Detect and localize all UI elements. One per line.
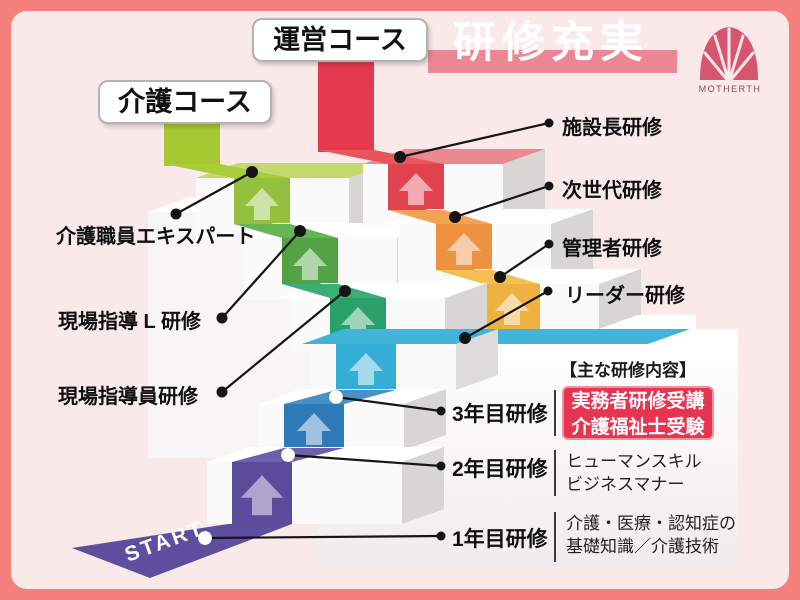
label-leader-training: リーダー研修	[565, 285, 685, 307]
page-title: 研修充実	[453, 19, 649, 67]
care-course-pillar	[164, 122, 220, 166]
management-course-badge: 運営コース	[252, 18, 428, 62]
start-ramp: START	[72, 517, 292, 578]
care-course-badge: 介護コース	[98, 80, 272, 124]
step-to-leader-landing	[311, 329, 498, 390]
label-year1: 1年目研修	[452, 528, 548, 551]
year2-content-line2: ビジネスマナー	[566, 475, 685, 494]
brand-name: MOTHERTH	[698, 84, 762, 94]
label-director-training: 施設長研修	[562, 117, 662, 139]
label-field-instructor-training: 現場指導員研修	[58, 386, 198, 408]
connector-dots	[170, 118, 554, 541]
management-course-pillar	[318, 60, 374, 152]
divider-year2	[554, 450, 556, 496]
year2-content-line1: ヒューマンスキル	[566, 452, 702, 471]
label-care-leader-training: 現場指導 L 研修	[58, 311, 201, 333]
label-year2: 2年目研修	[452, 458, 548, 481]
label-next-generation-training: 次世代研修	[562, 180, 662, 202]
year3-content-highlight: 実務者研修受講 介護福祉士受験	[562, 386, 714, 440]
divider-year3	[554, 390, 556, 436]
step-year3	[259, 389, 446, 450]
divider-year1	[554, 512, 556, 562]
title-band	[428, 50, 677, 73]
connector-lines	[175, 121, 550, 540]
white-connector-dots	[197, 389, 344, 546]
year1-content-line2: 基礎知識／介護技術	[566, 537, 719, 556]
label-care-expert: 介護職員エキスパート	[56, 226, 256, 248]
label-year3: 3年目研修	[452, 403, 548, 426]
year3-content-line2: 介護福祉士受験	[571, 417, 705, 438]
label-manager-training: 管理者研修	[562, 238, 662, 260]
content-column-header: 【主な研修内容】	[560, 361, 696, 380]
step-year2	[207, 447, 444, 524]
brand-logo-icon	[700, 27, 758, 84]
year2-content: ヒューマンスキル ビジネスマナー	[566, 450, 702, 496]
year3-content-line1: 実務者研修受講	[571, 391, 705, 412]
year1-content: 介護・医療・認知症の 基礎知識／介護技術	[566, 512, 736, 558]
year1-content-line1: 介護・医療・認知症の	[566, 514, 736, 533]
